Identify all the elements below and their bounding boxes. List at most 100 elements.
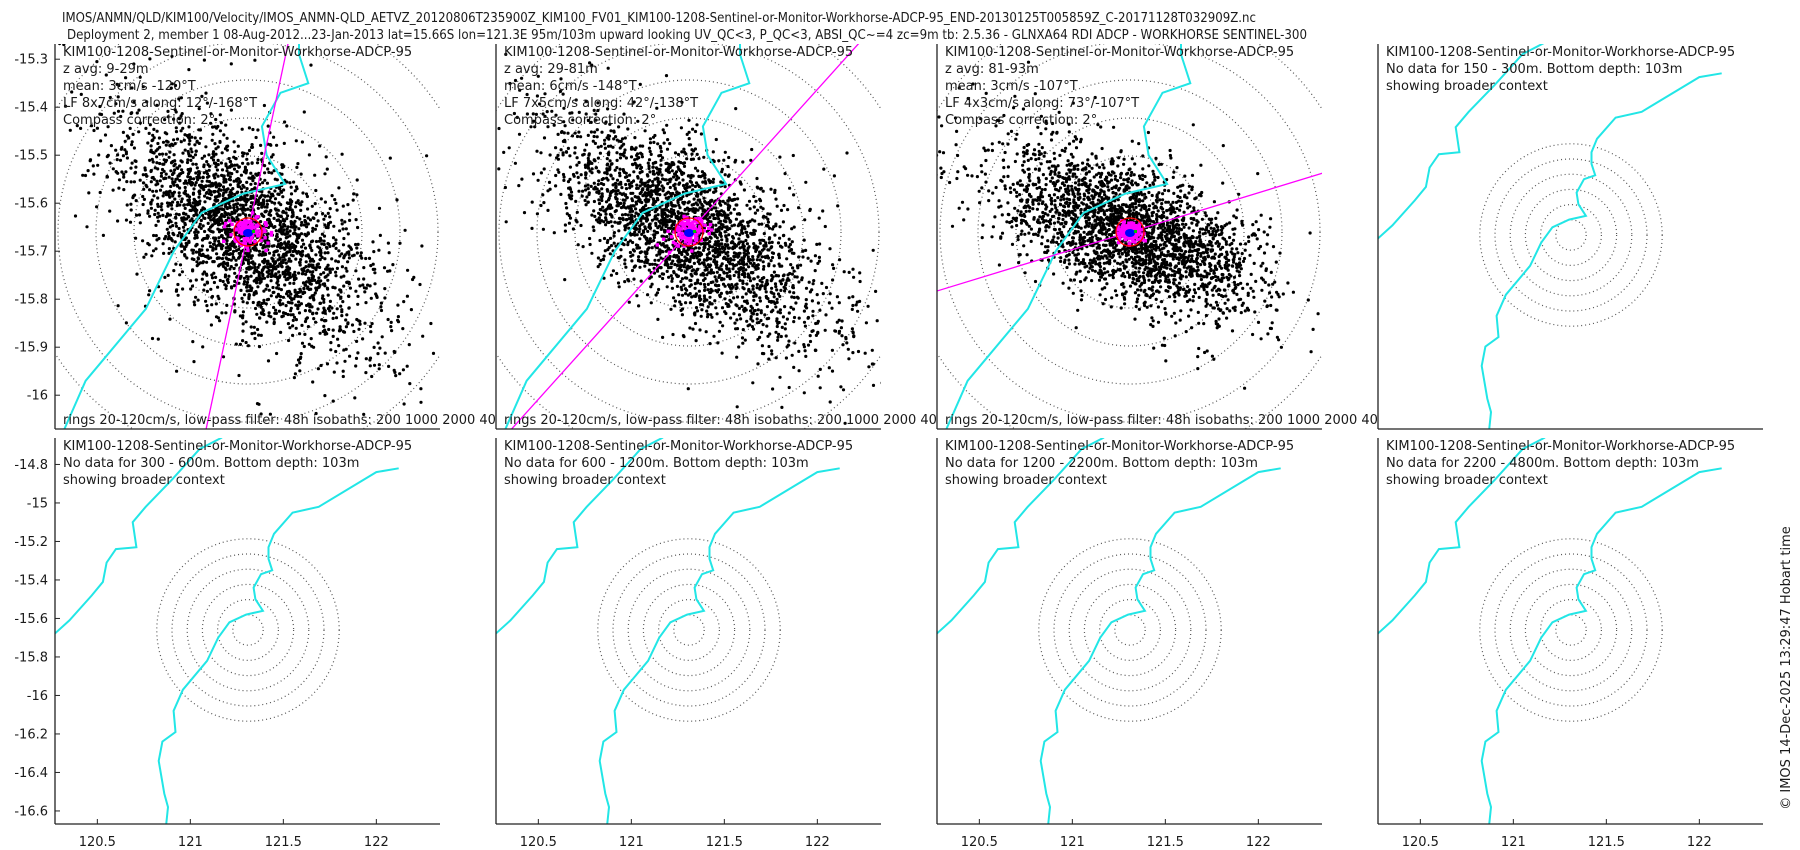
scatter-point — [270, 269, 274, 273]
scatter-point — [278, 223, 282, 227]
scatter-point — [303, 214, 307, 218]
scatter-point — [732, 273, 736, 278]
scatter-point — [304, 254, 308, 258]
scatter-point — [741, 281, 745, 285]
scatter-point — [750, 147, 754, 152]
scatter-point — [759, 284, 763, 288]
scatter-point — [247, 267, 251, 271]
scatter-point — [155, 103, 159, 107]
scatter-point — [672, 296, 676, 300]
scatter-point — [723, 230, 727, 234]
scatter-point — [297, 300, 301, 304]
scatter-point — [292, 278, 296, 282]
scatter-point — [98, 104, 102, 109]
scatter-point — [338, 254, 342, 258]
scatter-point — [769, 290, 773, 294]
scatter-point — [742, 308, 746, 312]
scatter-point — [581, 153, 585, 157]
scatter-point — [730, 283, 734, 287]
scatter-point — [638, 259, 642, 263]
scatter-point — [600, 187, 604, 191]
scatter-point — [844, 335, 848, 340]
scatter-point — [141, 239, 145, 243]
scatter-point — [377, 367, 381, 371]
scatter-point — [276, 244, 280, 248]
scatter-point — [245, 283, 249, 287]
scatter-point — [545, 110, 549, 114]
scatter-point — [741, 160, 745, 164]
scatter-point — [909, 335, 912, 338]
scatter-point — [257, 273, 261, 277]
scatter-point — [329, 348, 333, 352]
scatter-point — [170, 238, 174, 242]
scatter-point — [172, 138, 176, 142]
scatter-point — [669, 262, 674, 266]
scatter-point — [150, 157, 154, 161]
scatter-point — [703, 288, 707, 292]
scatter-point — [298, 332, 302, 336]
scatter-point — [182, 138, 186, 142]
scatter-point — [253, 336, 257, 341]
scatter-point — [586, 183, 590, 187]
scatter-point — [504, 220, 508, 224]
scatter-point — [177, 97, 181, 101]
scatter-point — [562, 106, 566, 110]
scatter-point — [224, 256, 228, 260]
scatter-point — [241, 154, 245, 158]
scatter-point — [327, 327, 331, 332]
scatter-point — [245, 152, 249, 156]
scatter-point — [170, 191, 174, 195]
scatter-point — [261, 311, 265, 315]
scatter-point — [792, 193, 796, 197]
scatter-point — [298, 369, 302, 373]
scatter-point — [263, 164, 267, 168]
scatter-point — [832, 174, 837, 178]
scatter-point — [763, 313, 767, 317]
scatter-point — [350, 323, 355, 327]
scatter-point — [586, 161, 590, 165]
scatter-point — [192, 360, 196, 364]
scatter-point — [269, 192, 273, 196]
scatter-point — [170, 54, 174, 58]
scatter-point — [171, 143, 175, 147]
scatter-point — [322, 297, 326, 302]
scatter-point — [261, 268, 265, 272]
scatter-point — [419, 387, 423, 391]
scatter-point — [393, 370, 397, 374]
scatter-point — [197, 107, 201, 111]
scatter-point — [194, 149, 198, 153]
scatter-point — [118, 158, 123, 162]
scatter-point — [750, 218, 754, 222]
scatter-point — [326, 273, 330, 277]
scatter-point — [187, 239, 191, 243]
scatter-point — [828, 400, 832, 404]
scatter-point — [696, 281, 700, 285]
scatter-point — [782, 233, 786, 237]
scatter-point — [214, 302, 218, 306]
scatter-point — [251, 260, 255, 264]
scatter-point — [320, 232, 324, 236]
scatter-point — [234, 342, 238, 346]
scatter-point — [295, 215, 299, 220]
scatter-point — [770, 255, 775, 260]
scatter-point — [647, 146, 652, 150]
scatter-point — [162, 191, 166, 195]
scatter-point — [326, 251, 330, 255]
scatter-point — [23, 118, 26, 121]
scatter-point — [696, 183, 700, 187]
scatter-point — [202, 216, 206, 220]
scatter-point — [249, 201, 254, 205]
scatter-point — [781, 220, 786, 224]
scatter-point — [786, 273, 790, 277]
scatter-point — [199, 185, 203, 189]
scatter-point — [233, 245, 237, 249]
scatter-point — [239, 173, 243, 177]
scatter-point — [720, 250, 724, 254]
scatter-point — [664, 196, 668, 200]
scatter-point — [646, 239, 650, 243]
scatter-point — [741, 279, 745, 283]
scatter-point — [774, 330, 778, 334]
scatter-point — [391, 263, 395, 267]
scatter-point — [674, 178, 678, 182]
scatter-point — [194, 181, 198, 185]
